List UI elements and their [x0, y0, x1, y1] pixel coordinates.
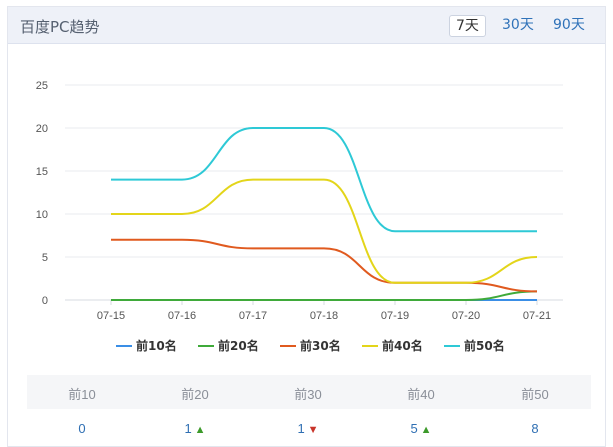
x-tick-label: 07-16 — [168, 310, 196, 322]
range-7-days-tab[interactable]: 7天 — [449, 15, 486, 37]
x-tick-label: 07-19 — [381, 310, 409, 322]
summary-column-header: 前10 — [68, 387, 96, 402]
summary-value-number: 1 — [297, 421, 305, 436]
y-tick-label: 5 — [42, 252, 48, 264]
summary-column-value: 0 — [52, 421, 112, 436]
baidu-pc-trend-card: 百度PC趋势 7天 30天 90天 0 5 10 15 20 25 07-15 07-16 07… — [7, 6, 606, 447]
series-line-4 — [110, 178, 538, 284]
summary-column-value: 1 ▼ — [278, 421, 338, 436]
summary-column-header: 前40 — [407, 387, 435, 402]
ranking-trend-chart: 0 5 10 15 20 25 07-15 07-16 07-17 07-18 07-19 07-20… — [36, 80, 563, 353]
summary-column-value: 1 ▲ — [165, 421, 225, 436]
range-90-days-tab[interactable]: 90天 — [553, 17, 585, 33]
x-tick-label: 07-21 — [523, 310, 551, 322]
legend-label: 前30名 — [300, 338, 341, 353]
series-line-3 — [110, 238, 538, 293]
legend-label: 前50名 — [464, 338, 505, 353]
series-line-5 — [111, 126, 537, 233]
summary-column-header: 前50 — [521, 387, 549, 402]
legend-label: 前20名 — [218, 338, 259, 353]
summary-value-number: 8 — [531, 421, 539, 436]
legend-label: 前10名 — [136, 338, 177, 353]
x-tick-label: 07-20 — [452, 310, 480, 322]
range-30-days-tab[interactable]: 30天 — [502, 17, 534, 33]
trend-up-arrow-icon: ▲ — [420, 424, 432, 436]
summary-value-number: 5 — [410, 421, 418, 436]
x-tick-label: 07-17 — [239, 310, 267, 322]
y-tick-label: 25 — [36, 80, 48, 92]
summary-value-number: 1 — [184, 421, 192, 436]
card-header: 百度PC趋势 7天 30天 90天 — [8, 7, 605, 44]
trend-down-arrow-icon: ▼ — [307, 424, 319, 436]
summary-column-header: 前20 — [181, 387, 209, 402]
summary-column-value: 5 ▲ — [391, 421, 451, 436]
x-tick-label: 07-15 — [97, 310, 125, 322]
summary-header-row — [27, 375, 591, 409]
y-tick-label: 15 — [36, 166, 48, 178]
y-tick-label: 20 — [36, 123, 48, 135]
summary-column-header: 前30 — [294, 387, 322, 402]
summary-value-number: 0 — [78, 421, 86, 436]
y-tick-label: 10 — [36, 209, 48, 221]
legend-label: 前40名 — [382, 338, 423, 353]
x-tick-label: 07-18 — [310, 310, 338, 322]
y-tick-label: 0 — [42, 295, 48, 307]
summary-column-value: 8 — [505, 421, 565, 436]
trend-up-arrow-icon: ▲ — [194, 424, 206, 436]
card-title: 百度PC趋势 — [20, 18, 100, 36]
series-line-2 — [111, 290, 538, 301]
